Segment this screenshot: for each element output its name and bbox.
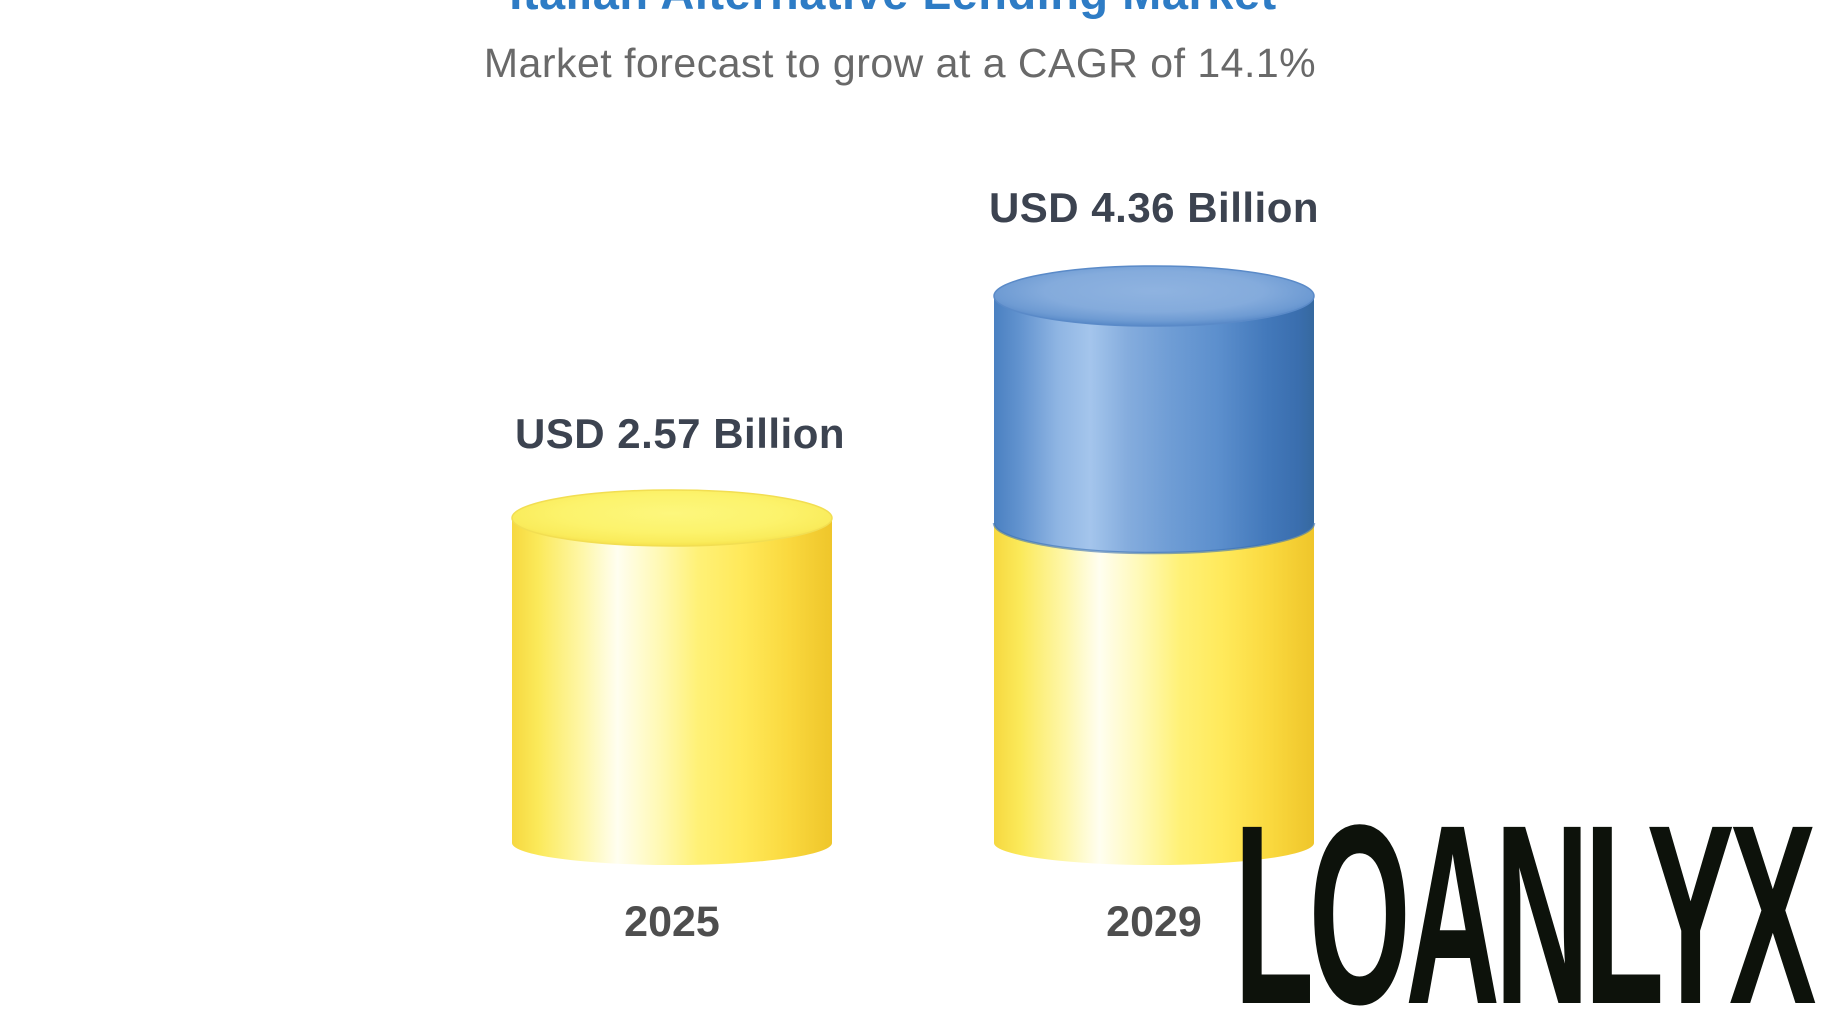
cylinder-2029-segment-boundary xyxy=(992,522,1316,555)
loanlyx-watermark: LOANLYX xyxy=(1234,772,1816,1026)
cylinder-2025-body xyxy=(512,518,832,865)
axis-label-2029: 2029 xyxy=(1106,898,1202,946)
cylinder-2029-yellow-segment xyxy=(994,523,1314,865)
axis-label-2025: 2025 xyxy=(624,898,720,946)
cylinder-2029-blue-segment xyxy=(994,296,1314,553)
cylinder-2029-top xyxy=(993,265,1315,327)
page-subtitle: Market forecast to grow at a CAGR of 14.… xyxy=(483,40,1317,86)
value-label-2029: USD 4.36 Billion xyxy=(988,184,1320,231)
cylinder-2025 xyxy=(511,489,833,865)
cylinder-2029 xyxy=(992,265,1316,865)
cylinder-2025-top xyxy=(511,489,833,547)
value-label-2025: USD 2.57 Billion xyxy=(514,410,846,457)
page-title: Italian Alternative Lending Market xyxy=(0,0,1786,20)
